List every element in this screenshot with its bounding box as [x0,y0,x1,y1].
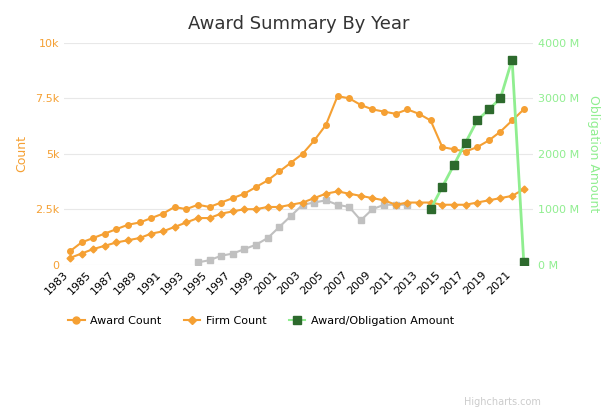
Firm Count [474,200,481,205]
Award Count [240,191,248,196]
Award/Obligation Amount [485,107,493,112]
Legend: Award Count, Firm Count, Award/Obligation Amount: Award Count, Firm Count, Award/Obligatio… [63,311,459,330]
Firm Count [462,202,469,207]
Award/Obligation Amount [438,185,446,190]
Firm Count [101,243,108,248]
Firm Count [276,204,283,209]
Firm Count [357,193,365,198]
Award Count [392,112,399,116]
Award Count [346,96,353,101]
Line: Award Count: Award Count [67,93,526,254]
Firm Count [334,189,341,194]
Firm Count [346,191,353,196]
Firm Count [240,207,248,212]
Firm Count [206,216,213,221]
Award Count [497,129,504,134]
Award Count [334,94,341,99]
Award Count [520,107,528,112]
Award Count [276,169,283,174]
Award Count [101,231,108,236]
Award Count [183,207,190,212]
Firm Count [252,207,260,212]
Award Count [287,160,295,165]
Award Count [218,200,225,205]
Award Count [311,138,318,143]
Award Count [264,178,271,183]
Award Count [427,118,434,123]
Award Count [403,107,411,112]
Award Count [462,149,469,154]
Award Count [78,240,85,245]
Award Count [159,211,167,216]
Award/Obligation Amount [427,207,434,212]
Award Count [89,235,97,240]
Firm Count [66,256,74,261]
Firm Count [403,200,411,205]
Award Count [136,220,143,225]
Firm Count [136,235,143,240]
Award Count [322,122,330,127]
Firm Count [229,209,237,214]
Award Count [357,102,365,107]
Firm Count [369,196,376,201]
Award Count [369,107,376,112]
Firm Count [311,196,318,201]
Award Count [474,145,481,150]
Firm Count [148,231,155,236]
Title: Award Summary By Year: Award Summary By Year [188,15,410,33]
Firm Count [381,198,388,203]
Award/Obligation Amount [450,162,458,167]
Award Count [229,196,237,201]
Firm Count [218,211,225,216]
Firm Count [183,220,190,225]
Award/Obligation Amount [509,57,516,62]
Firm Count [171,224,178,229]
Firm Count [264,204,271,209]
Award/Obligation Amount [497,96,504,101]
Firm Count [194,216,202,221]
Award Count [148,216,155,221]
Award/Obligation Amount [474,118,481,123]
Firm Count [287,202,295,207]
Firm Count [450,202,458,207]
Award Count [124,222,132,227]
Award Count [438,145,446,150]
Firm Count [509,193,516,198]
Award/Obligation Amount [462,140,469,145]
Firm Count [159,229,167,234]
Y-axis label: Obligation Amount: Obligation Amount [587,95,600,212]
Line: Award/Obligation Amount: Award/Obligation Amount [426,55,528,266]
Firm Count [438,202,446,207]
Firm Count [520,187,528,192]
Award Count [206,204,213,209]
Firm Count [497,196,504,201]
Award Count [450,147,458,152]
Firm Count [124,238,132,243]
Award Count [66,249,74,254]
Y-axis label: Count: Count [15,135,28,172]
Firm Count [299,200,306,205]
Award Count [509,118,516,123]
Firm Count [427,200,434,205]
Firm Count [78,251,85,256]
Award Count [171,204,178,209]
Firm Count [392,202,399,207]
Award/Obligation Amount [520,259,528,264]
Firm Count [322,191,330,196]
Firm Count [415,200,423,205]
Award Count [381,109,388,114]
Award Count [299,151,306,156]
Award Count [194,202,202,207]
Text: Highcharts.com: Highcharts.com [464,397,541,407]
Line: Firm Count: Firm Count [68,187,526,261]
Award Count [113,227,120,232]
Award Count [252,185,260,190]
Firm Count [113,240,120,245]
Firm Count [485,198,493,203]
Firm Count [89,247,97,252]
Award Count [415,112,423,116]
Award Count [485,138,493,143]
